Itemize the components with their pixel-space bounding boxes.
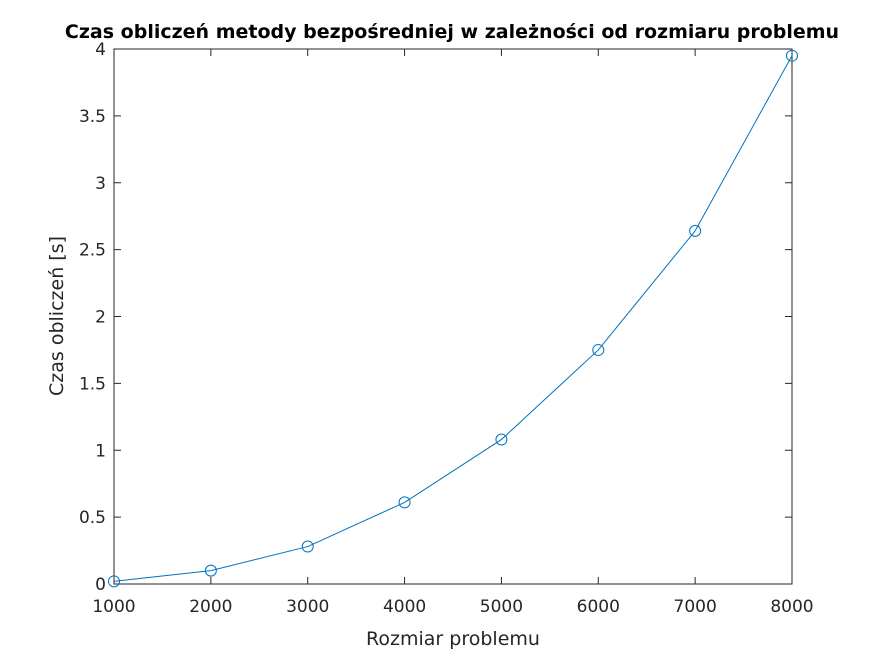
x-tick-label: 6000 bbox=[577, 597, 620, 617]
y-tick-label: 4 bbox=[95, 40, 106, 60]
x-tick-label: 2000 bbox=[189, 597, 232, 617]
data-point bbox=[398, 496, 411, 509]
y-axis: 0 0.5 1 1.5 2 2.5 3 3.5 4 bbox=[79, 40, 792, 595]
data-point bbox=[786, 49, 798, 62]
x-tick-label: 4000 bbox=[383, 597, 426, 617]
y-tick-label: 0.5 bbox=[79, 508, 106, 528]
x-tick-label: 1000 bbox=[92, 597, 135, 617]
series-line bbox=[113, 55, 793, 582]
y-tick-label: 3 bbox=[95, 174, 106, 194]
y-tick-label: 2.5 bbox=[79, 241, 106, 261]
x-tick-label: 3000 bbox=[286, 597, 329, 617]
plot-area bbox=[113, 48, 793, 585]
chart-title: Czas obliczeń metody bezpośredniej w zal… bbox=[65, 21, 839, 43]
y-tick-label: 2 bbox=[95, 308, 106, 328]
x-axis-label: Rozmiar problemu bbox=[366, 628, 540, 650]
x-tick-label: 8000 bbox=[770, 597, 813, 617]
y-tick-label: 1 bbox=[95, 441, 106, 461]
y-tick-label: 3.5 bbox=[79, 107, 106, 127]
y-axis-label: Czas obliczeń [s] bbox=[46, 236, 68, 396]
y-tick-label: 1.5 bbox=[79, 374, 106, 394]
x-tick-label: 7000 bbox=[674, 597, 717, 617]
data-point bbox=[592, 343, 605, 356]
x-tick-label: 5000 bbox=[480, 597, 523, 617]
data-point bbox=[495, 433, 508, 446]
data-point bbox=[108, 575, 120, 588]
x-axis: 1000 2000 3000 4000 5000 6000 7000 8000 bbox=[92, 49, 814, 617]
y-tick-label: 0 bbox=[95, 575, 106, 595]
data-point bbox=[689, 224, 702, 237]
data-point bbox=[301, 540, 314, 553]
data-point bbox=[204, 564, 217, 577]
series-line-group bbox=[108, 49, 798, 588]
